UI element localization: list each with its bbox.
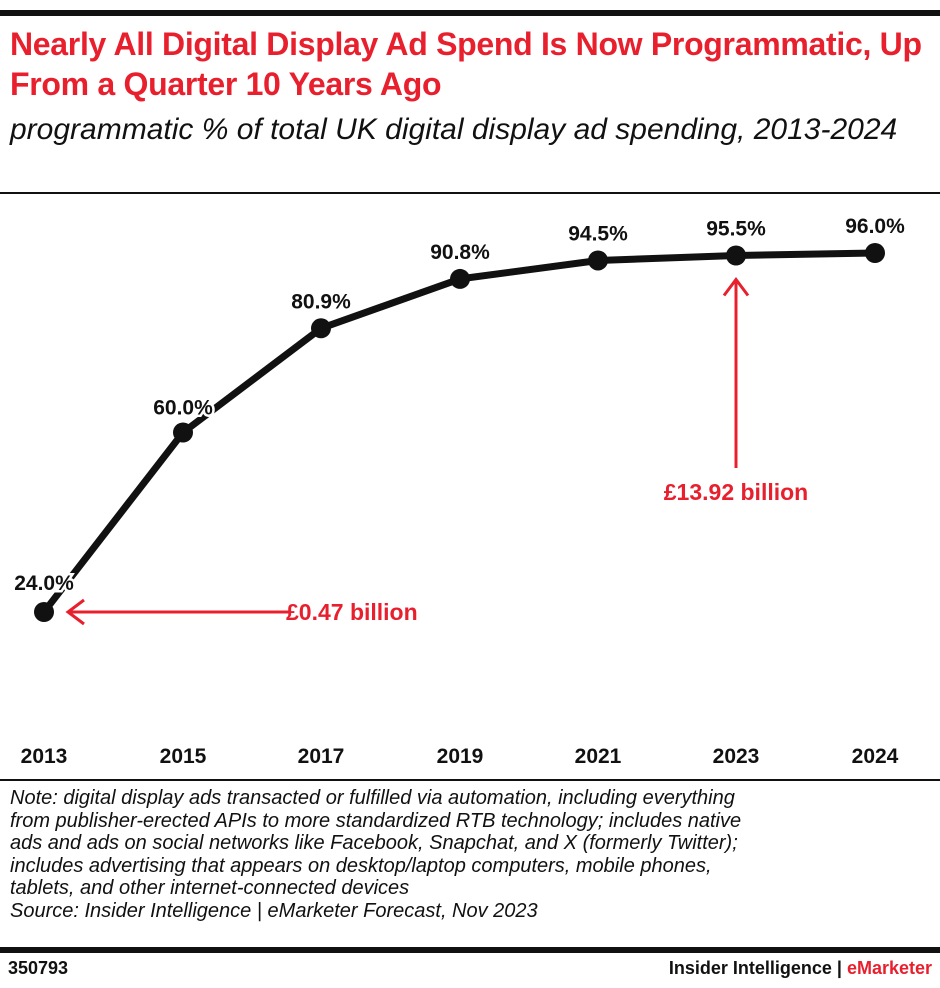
data-label: 60.0% (153, 397, 213, 420)
data-point (450, 268, 470, 289)
data-label: 96.0% (845, 215, 905, 238)
x-tick-label: 2024 (852, 745, 899, 768)
note-line: tablets, and other internet-connected de… (10, 877, 410, 899)
line-chart: 24.0% 2013 60.0% 2015 80.9% 2017 90.8% 2019 94.5… (12, 213, 908, 769)
top-bar (0, 10, 940, 16)
chart-subtitle: programmatic % of total UK digital displ… (10, 113, 898, 146)
note-line: includes advertising that appears on des… (10, 854, 712, 877)
note-line: from publisher-erected APIs to more stan… (10, 809, 742, 832)
brand-name-accent: eMarketer (846, 958, 932, 978)
data-point (34, 602, 54, 622)
x-tick-label: 2023 (713, 745, 760, 768)
data-point (311, 318, 331, 339)
x-tick-label: 2017 (298, 745, 345, 768)
annotation-label: £13.92 billion (664, 479, 808, 505)
data-point (173, 422, 193, 443)
data-label: 94.5% (568, 222, 628, 245)
chart-title: Nearly All Digital Display Ad Spend Is N… (10, 26, 922, 102)
data-label: 95.5% (706, 217, 766, 240)
series-line (40, 249, 879, 616)
brand-logo: Insider Intelligence | eMarketer (669, 958, 932, 979)
data-point (865, 243, 885, 263)
annotation-label: £0.47 billion (286, 599, 418, 625)
annotation-arrow-head (722, 276, 750, 297)
data-label: 80.9% (291, 290, 351, 313)
data-point (726, 245, 746, 266)
x-tick-label: 2013 (21, 745, 68, 768)
note-line: Note: digital display ads transacted or … (10, 787, 735, 809)
data-point (588, 250, 608, 271)
header-divider (0, 192, 940, 194)
brand-name: Insider Intelligence | (668, 958, 847, 978)
note-line: ads and ads on social networks like Face… (10, 832, 738, 854)
bottom-bar (0, 947, 940, 953)
data-label: 24.0% (14, 572, 74, 595)
data-label: 90.8% (430, 241, 490, 264)
x-tick-label: 2021 (575, 745, 622, 768)
source-line: Source: Insider Intelligence | eMarketer… (10, 899, 538, 922)
x-tick-label: 2019 (437, 745, 484, 768)
chart-id: 350793 (8, 958, 69, 978)
chart-notes: Note: digital display ads transacted or … (10, 787, 930, 922)
x-tick-label: 2015 (160, 745, 207, 768)
annotation-arrow-head (65, 598, 85, 626)
chart-divider (0, 779, 940, 781)
